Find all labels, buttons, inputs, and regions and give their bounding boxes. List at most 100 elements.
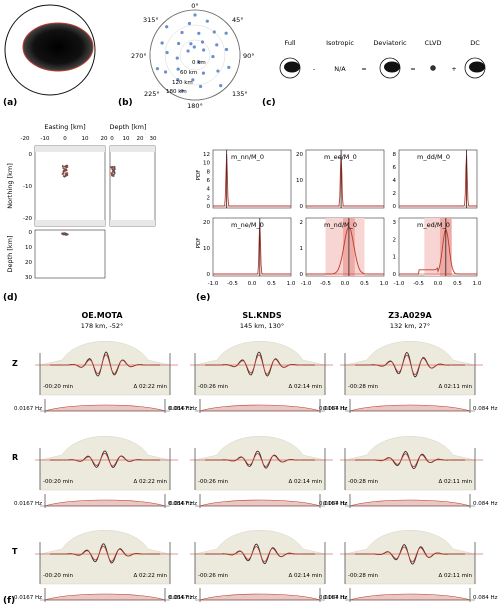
station-info-2: 132 km, 27° <box>390 322 430 330</box>
pdf-label-0: m_nn/M_0 <box>231 153 264 161</box>
location-sample <box>62 175 65 177</box>
pdf-xtick: 0.0 <box>341 281 350 287</box>
pdf-label-3: m_ne/M_0 <box>231 221 264 229</box>
window-length: Δ 02:14 min <box>289 573 323 579</box>
pdf-ytick: 2 <box>393 191 397 197</box>
location-sample <box>62 232 65 235</box>
pdf-xtick: -0.5 <box>413 281 424 287</box>
freq-low: 0.0167 Hz <box>14 595 42 601</box>
distance-tick-0: 0 km <box>192 60 206 66</box>
depth-side-tick-1: 10 <box>25 245 32 251</box>
waveform-t-0: -00:20 min Δ 02:22 min 0.0167 Hz 0.084 Hz <box>14 530 193 602</box>
azimuth-tick-45: 45° <box>232 16 244 24</box>
pdf-panel-4: m_nd/M_0 0 1 2 -1.0 -0.5 0.0 0.5 1.0 <box>300 217 389 287</box>
station-info-1: 145 km, 130° <box>240 322 284 330</box>
freq-low: 0.0167 Hz <box>319 595 347 601</box>
freq-low: 0.0167 Hz <box>169 595 197 601</box>
panel-label-d: (d) <box>3 293 18 303</box>
station-marker <box>197 60 201 64</box>
pdf-xtick: -0.5 <box>227 281 238 287</box>
beachball-compressional-lobe <box>22 22 94 72</box>
component-label-z: Z <box>12 359 18 368</box>
location-sample <box>110 166 113 169</box>
pdf-panel-3: m_ne/M_0 0 10 20 -1.0 -0.5 0.0 0.5 1.0 <box>203 217 296 287</box>
station-marker <box>180 89 184 93</box>
northing-tick-0: 0 <box>29 152 33 158</box>
component-label-r: R <box>12 453 18 462</box>
start-time: -00:20 min <box>43 479 73 485</box>
pdf-ytick: 2 <box>207 195 211 201</box>
amplitude-spectrum <box>199 499 321 507</box>
station-marker <box>160 41 164 45</box>
pdf-xtick: 1.0 <box>473 281 482 287</box>
depth-top-tick-3: 30 <box>150 136 157 142</box>
pdf-xtick: -1.0 <box>394 281 405 287</box>
pdf-panel-2: m_dd/M_0 0 2 4 6 8 <box>393 149 478 210</box>
azimuth-tick-0: 0° <box>191 2 198 10</box>
pdf-ytick: 0 <box>300 204 304 210</box>
decomp-op-1: - <box>313 65 316 73</box>
station-marker <box>201 71 206 75</box>
station-marker <box>180 30 184 35</box>
azimuth-tick-225: 225° <box>144 90 160 98</box>
station-marker <box>186 49 190 53</box>
depth-top-tick-2: 20 <box>137 136 144 142</box>
synthetic-trace <box>205 452 315 467</box>
pdf-panel-1: m_ee/M_0 0 10 20 <box>296 149 385 210</box>
amplitude-spectrum <box>199 404 321 412</box>
pdf-ytick: 1 <box>393 255 397 261</box>
station-marker <box>191 78 195 82</box>
pdf-ytick: 10 <box>203 161 210 167</box>
location-sample <box>62 164 64 167</box>
pdf-label-5: m_ed/M_0 <box>417 221 450 229</box>
decomp-op-2: = <box>361 65 366 73</box>
pdf-label-4: m_nd/M_0 <box>324 221 357 229</box>
amplitude-spectrum <box>349 593 471 601</box>
freq-high: 0.084 Hz <box>168 501 193 507</box>
freq-low: 0.0167 Hz <box>14 501 42 507</box>
pdf-ytick: 8 <box>207 169 211 175</box>
pdf-ytick: 0 <box>393 272 397 278</box>
pdf-ylabel: PDF <box>196 170 202 181</box>
decomp-op-3: = <box>410 65 415 73</box>
waveform-r-0: -00:20 min Δ 02:22 min 0.0167 Hz 0.084 Hz <box>14 436 193 508</box>
station-marker <box>211 54 215 59</box>
component-label-t: T <box>12 547 18 556</box>
location-sample <box>61 173 64 175</box>
station-marker <box>165 25 169 29</box>
location-sample <box>62 171 65 174</box>
decomp-op-4: + <box>451 65 456 73</box>
easting-tick-0: -20 <box>21 136 30 142</box>
freq-high: 0.084 Hz <box>473 501 498 507</box>
start-time: -00:26 min <box>198 384 228 390</box>
pdf-ytick: 0 <box>393 204 397 210</box>
panel-c-decomposition: Full Isotropic Deviatoric CLVD DC - N/A … <box>279 39 486 79</box>
location-sample <box>63 168 66 170</box>
pdf-label-1: m_ee/M_0 <box>324 153 357 161</box>
map-view-axes <box>34 145 106 227</box>
station-marker <box>165 50 169 55</box>
panel-label-e: (e) <box>196 293 210 303</box>
pdf-ytick: 2 <box>393 237 397 243</box>
panel-label-f: (f) <box>3 596 15 606</box>
polar-ring <box>149 9 241 101</box>
station-marker <box>215 43 219 47</box>
window-length: Δ 02:14 min <box>289 479 323 485</box>
location-sample <box>65 168 68 171</box>
depth-axis-label-side: Depth [km] <box>6 235 14 272</box>
window-length: Δ 02:22 min <box>134 479 168 485</box>
pdf-xtick: 0.5 <box>267 281 276 287</box>
station-marker <box>202 48 206 52</box>
synthetic-trace <box>355 354 465 375</box>
station-name-1: SL.KNDS <box>242 311 281 320</box>
location-sample <box>61 232 63 235</box>
northing-tick-2: -20 <box>23 216 32 222</box>
station-marker <box>176 77 180 82</box>
distance-tick-180: 180 km <box>166 89 187 95</box>
